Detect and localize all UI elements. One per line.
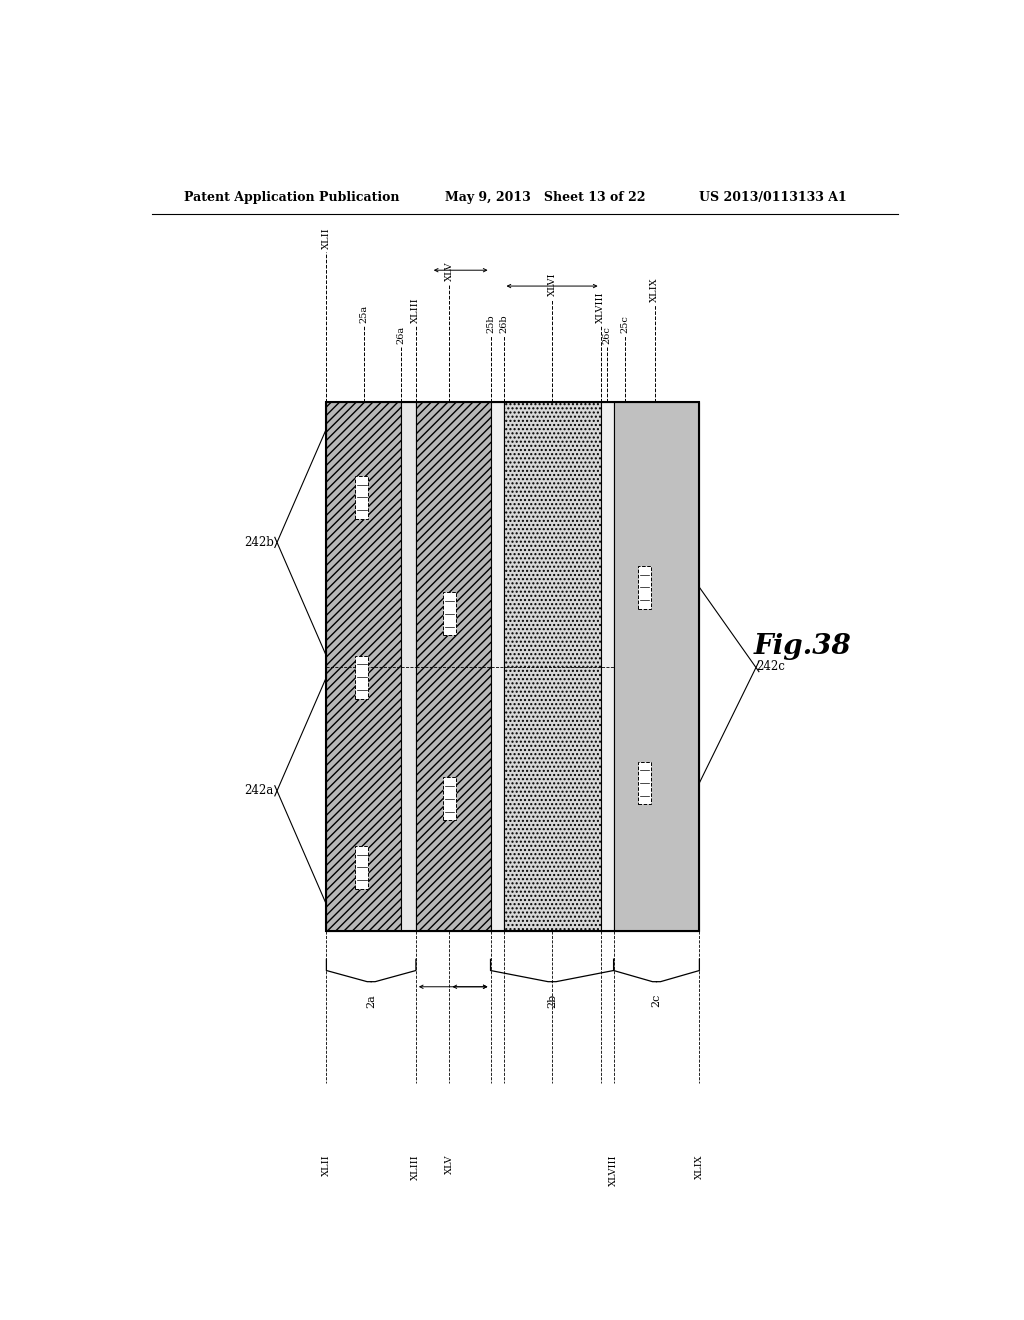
- Bar: [401, 403, 416, 931]
- Text: XLIII: XLIII: [412, 297, 421, 323]
- Text: May 9, 2013   Sheet 13 of 22: May 9, 2013 Sheet 13 of 22: [445, 190, 646, 203]
- Text: 25c: 25c: [621, 315, 630, 334]
- Text: XLII: XLII: [322, 1155, 331, 1176]
- Text: 25a: 25a: [359, 305, 369, 323]
- Text: Patent Application Publication: Patent Application Publication: [183, 190, 399, 203]
- Bar: [355, 477, 369, 519]
- Bar: [327, 403, 401, 931]
- Text: Fig.38: Fig.38: [754, 632, 851, 660]
- Text: 26a: 26a: [396, 326, 406, 345]
- Bar: [443, 593, 456, 635]
- Text: XLVI: XLVI: [548, 273, 557, 297]
- Text: XLIX: XLIX: [650, 277, 659, 302]
- Text: 242b: 242b: [244, 536, 273, 549]
- Bar: [600, 403, 613, 931]
- Bar: [355, 846, 369, 888]
- Text: US 2013/0113133 A1: US 2013/0113133 A1: [699, 190, 847, 203]
- Text: 242c: 242c: [757, 660, 785, 673]
- Text: 25b: 25b: [486, 314, 495, 334]
- Bar: [638, 566, 651, 609]
- Text: 242a: 242a: [245, 784, 273, 797]
- Bar: [443, 777, 456, 820]
- Text: 2b: 2b: [547, 994, 557, 1008]
- Text: 2a: 2a: [367, 994, 376, 1007]
- Text: 26c: 26c: [602, 326, 611, 345]
- Text: 26b: 26b: [499, 314, 508, 334]
- Bar: [638, 762, 651, 804]
- Bar: [327, 403, 699, 931]
- Text: 2c: 2c: [651, 994, 662, 1007]
- Text: XLIII: XLIII: [412, 1155, 421, 1180]
- Bar: [504, 403, 600, 931]
- Bar: [490, 403, 504, 931]
- Text: XLVIII: XLVIII: [609, 1155, 618, 1185]
- Text: XLV: XLV: [445, 1155, 454, 1173]
- Text: XLVIII: XLVIII: [596, 292, 605, 323]
- Bar: [355, 656, 369, 698]
- Bar: [613, 403, 699, 931]
- Text: XLII: XLII: [322, 227, 331, 249]
- Text: XLV: XLV: [445, 261, 454, 281]
- Bar: [416, 403, 490, 931]
- Text: XLIX: XLIX: [695, 1155, 703, 1179]
